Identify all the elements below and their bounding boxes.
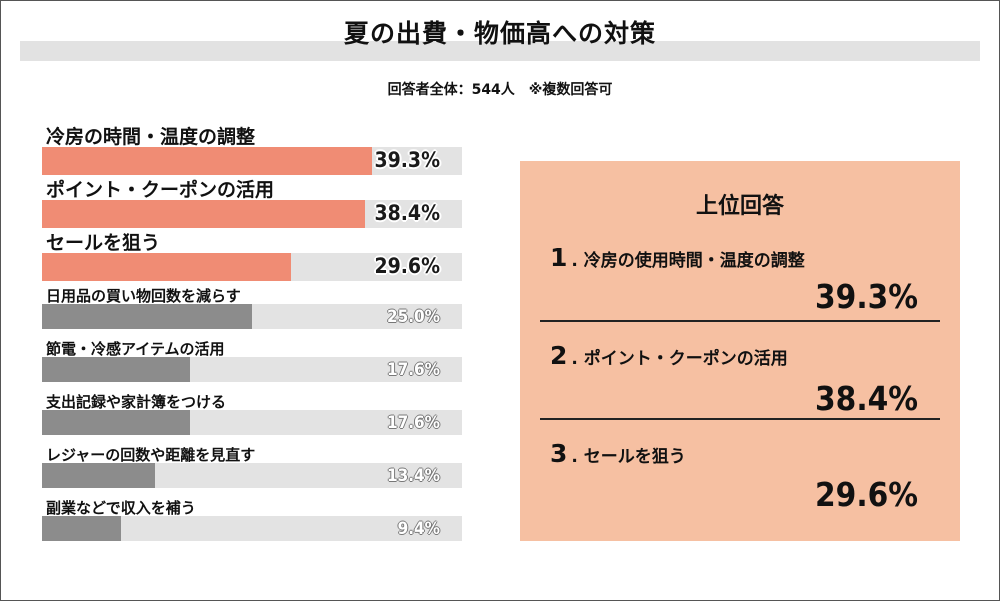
bar bbox=[42, 147, 373, 175]
bar bbox=[42, 410, 190, 435]
bar-value-label: 17.6% bbox=[386, 360, 440, 380]
category-label: ポイント・クーポンの活用 bbox=[46, 179, 275, 201]
category-label: 副業などで収入を補う bbox=[46, 499, 196, 517]
bar bbox=[42, 253, 291, 281]
category-label: セールを狙う bbox=[46, 232, 161, 254]
chart-title: 夏の出費・物価高への対策 bbox=[343, 19, 656, 48]
bar-value-label: 25.0% bbox=[386, 307, 440, 327]
bar bbox=[42, 357, 190, 382]
rank-3-number: 3 bbox=[550, 439, 568, 468]
rank-3-label: 3. セールを狙う bbox=[550, 439, 686, 468]
bar-value-label: 9.4% bbox=[397, 519, 440, 539]
rank-2-label: 2. ポイント・クーポンの活用 bbox=[550, 341, 788, 370]
top-answers-panel: 上位回答 1. 冷房の使用時間・温度の調整 39.3% 2. ポイント・クーポン… bbox=[520, 161, 960, 541]
rank-2-number: 2 bbox=[550, 341, 568, 370]
rank-3-text: セールを狙う bbox=[583, 447, 686, 467]
bar-value-label: 17.6% bbox=[386, 413, 440, 433]
bar bbox=[42, 516, 121, 541]
category-label: 冷房の時間・温度の調整 bbox=[46, 126, 256, 148]
title-band bbox=[20, 41, 980, 61]
rank-2-text: ポイント・クーポンの活用 bbox=[583, 349, 788, 369]
bar-value-label: 29.6% bbox=[374, 254, 440, 278]
rank-divider bbox=[540, 320, 940, 322]
rank-divider bbox=[540, 418, 940, 420]
rank-1-label: 1. 冷房の使用時間・温度の調整 bbox=[550, 243, 805, 272]
rank-1-text: 冷房の使用時間・温度の調整 bbox=[583, 251, 805, 271]
category-label: 節電・冷感アイテムの活用 bbox=[46, 340, 225, 358]
bar bbox=[42, 463, 155, 488]
rank-3-value: 29.6% bbox=[815, 475, 918, 514]
top-answers-title: 上位回答 bbox=[695, 194, 784, 219]
rank-2-value: 38.4% bbox=[815, 379, 918, 418]
chart-subtitle: 回答者全体：544人 ※複数回答可 bbox=[387, 82, 613, 98]
rank-1-number: 1 bbox=[550, 243, 568, 272]
bar-value-label: 39.3% bbox=[374, 148, 440, 172]
bar-value-label: 13.4% bbox=[386, 466, 440, 486]
bar bbox=[42, 200, 365, 228]
bar-value-label: 38.4% bbox=[374, 201, 440, 225]
rank-1-value: 39.3% bbox=[815, 277, 918, 316]
category-label: レジャーの回数や距離を見直す bbox=[46, 446, 256, 464]
category-label: 日用品の買い物回数を減らす bbox=[46, 287, 241, 305]
category-label: 支出記録や家計簿をつける bbox=[46, 393, 227, 411]
bar bbox=[42, 304, 252, 329]
